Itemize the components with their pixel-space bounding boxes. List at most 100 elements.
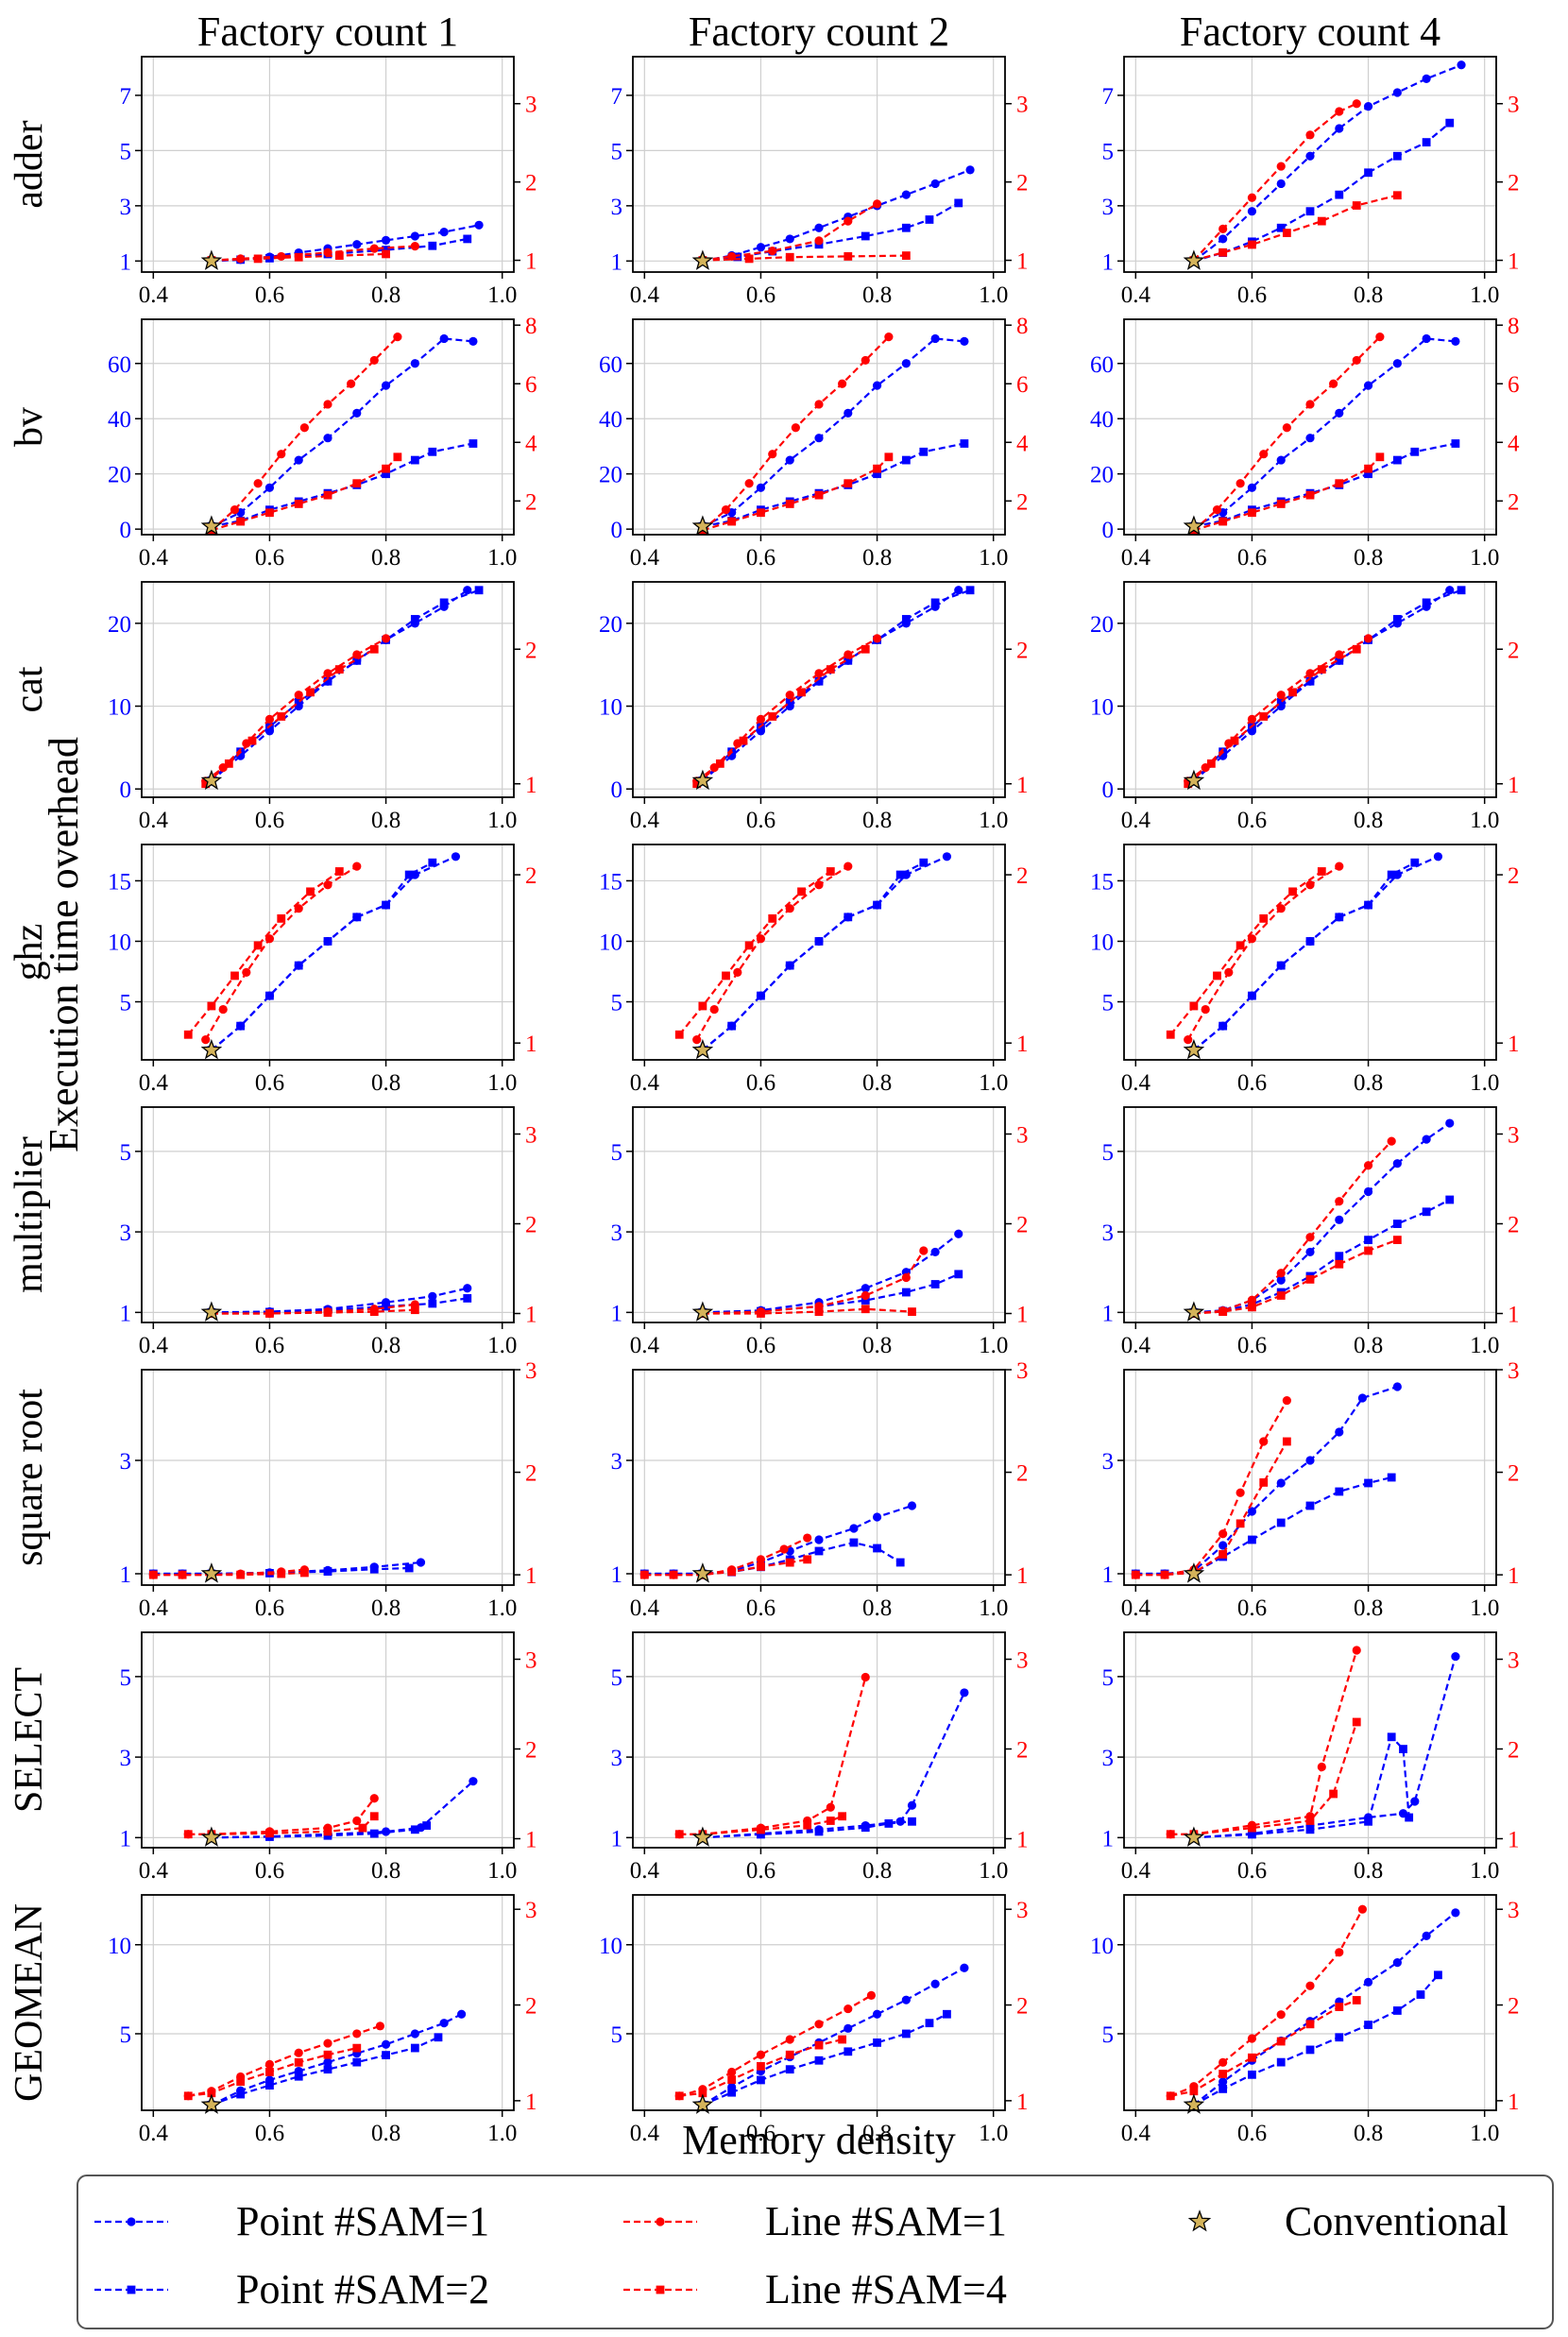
series-point-sam1 — [153, 1561, 421, 1576]
point-point-sam2 — [919, 447, 929, 456]
point-point-sam2 — [1422, 598, 1431, 607]
y-tick-label-left: 10 — [108, 695, 131, 721]
plot-frame — [141, 56, 515, 273]
point-point-sam2 — [943, 2009, 951, 2019]
plot-frame — [141, 1106, 515, 1323]
y-tick-label-right: 2 — [1016, 863, 1029, 889]
y-tick-label-left: 5 — [1102, 991, 1115, 1016]
x-tick-label: 0.4 — [630, 2121, 660, 2146]
point-line-sam4 — [727, 517, 737, 526]
y-tick-label-right: 4 — [1508, 431, 1520, 456]
point-point-sam1 — [463, 1284, 472, 1293]
point-line-sam4 — [1317, 216, 1326, 226]
point-line-sam1 — [1236, 479, 1245, 488]
point-line-sam4 — [294, 500, 303, 508]
y-tick-label-right: 2 — [525, 863, 537, 889]
point-line-sam1 — [1236, 1488, 1245, 1497]
point-line-sam4 — [265, 1309, 274, 1318]
point-line-sam1 — [1247, 714, 1257, 724]
legend-marker-icon — [656, 2217, 665, 2226]
y-tick-label-right: 1 — [1508, 1303, 1520, 1328]
point-point-sam1 — [1451, 1651, 1460, 1662]
point-line-sam1 — [826, 1802, 835, 1812]
row-label: GEOMEAN — [8, 1903, 51, 2102]
y-tick-label-left: 10 — [1090, 1934, 1114, 1959]
point-line-sam1 — [381, 634, 391, 643]
point-line-sam1 — [692, 1035, 702, 1045]
y-tick-label-left: 0 — [611, 518, 623, 543]
point-point-sam2 — [1276, 961, 1286, 970]
point-line-sam1 — [201, 1035, 211, 1045]
point-point-sam2 — [422, 1821, 432, 1830]
x-tick-label: 0.6 — [1237, 1858, 1267, 1884]
y-tick-label-left: 3 — [120, 1220, 132, 1246]
point-point-sam1 — [469, 336, 478, 346]
point-point-sam2 — [428, 447, 437, 456]
point-line-sam4 — [382, 464, 390, 473]
point-line-sam4 — [382, 249, 390, 259]
point-line-sam4 — [797, 887, 806, 896]
point-line-sam4 — [1288, 887, 1297, 896]
y-tick-label-left: 60 — [108, 352, 131, 378]
point-point-sam2 — [1422, 1207, 1431, 1217]
point-point-sam2 — [294, 961, 303, 970]
point-line-sam4 — [757, 1309, 765, 1318]
point-point-sam1 — [1335, 124, 1344, 133]
conventional-star — [691, 1826, 714, 1847]
x-tick-label: 0.4 — [630, 1333, 660, 1358]
y-tick-label-left: 15 — [108, 869, 131, 895]
point-line-sam4 — [1259, 913, 1269, 923]
point-line-sam1 — [901, 1272, 911, 1283]
x-tick-label: 0.6 — [746, 808, 775, 833]
point-line-sam1 — [1305, 669, 1315, 678]
series-point-sam1 — [644, 1504, 912, 1576]
point-point-sam1 — [1276, 1478, 1286, 1488]
point-line-sam1 — [1305, 400, 1315, 409]
point-point-sam2 — [908, 1817, 916, 1826]
x-tick-label: 0.4 — [139, 1070, 169, 1096]
plot-frame — [1123, 1894, 1497, 2111]
x-tick-label: 0.6 — [1237, 545, 1267, 571]
point-point-sam2 — [884, 1819, 894, 1828]
point-point-sam2 — [1248, 1535, 1256, 1544]
y-tick-label-right: 1 — [525, 249, 537, 275]
point-point-sam2 — [901, 455, 911, 465]
series-point-sam1 — [702, 1233, 960, 1314]
point-line-sam4 — [1276, 500, 1286, 508]
row-labels: adder bv cat ghz multiplier square root SELECT… — [8, 120, 51, 2102]
x-tick-label: 0.4 — [139, 1333, 169, 1358]
plot-frame — [632, 56, 1006, 273]
point-point-sam2 — [410, 1825, 419, 1834]
y-tick-label-left: 1 — [120, 249, 132, 275]
point-line-sam1 — [756, 1555, 766, 1564]
point-point-sam1 — [1445, 586, 1455, 595]
point-line-sam1 — [768, 450, 777, 459]
conventional-star — [1183, 1826, 1205, 1847]
point-line-sam1 — [1219, 224, 1228, 233]
y-tick-label-left: 5 — [120, 991, 132, 1016]
plot-frame — [632, 1894, 1006, 2111]
point-point-sam2 — [901, 2029, 911, 2038]
y-tick-label-right: 1 — [1508, 249, 1520, 275]
point-point-sam1 — [352, 408, 362, 418]
point-point-sam1 — [1422, 1931, 1431, 1940]
series-line-sam4 — [1193, 456, 1381, 532]
x-tick-label: 0.4 — [630, 545, 660, 571]
point-line-sam4 — [1317, 867, 1326, 876]
y-tick-label-left: 10 — [599, 930, 622, 955]
point-line-sam4 — [178, 1570, 187, 1579]
point-line-sam1 — [1276, 2010, 1286, 2020]
point-line-sam4 — [183, 1830, 193, 1839]
point-line-sam4 — [692, 779, 702, 789]
point-line-sam1 — [1247, 934, 1257, 944]
x-tick-label: 0.4 — [139, 2121, 169, 2146]
point-point-sam2 — [925, 2019, 934, 2028]
point-point-sam1 — [1363, 1186, 1373, 1197]
point-point-sam2 — [873, 469, 881, 479]
series-point-sam1 — [211, 589, 469, 782]
series-line-sam1 — [702, 1250, 925, 1315]
y-tick-label-right: 3 — [525, 1358, 537, 1384]
conventional-star — [691, 1301, 714, 1322]
